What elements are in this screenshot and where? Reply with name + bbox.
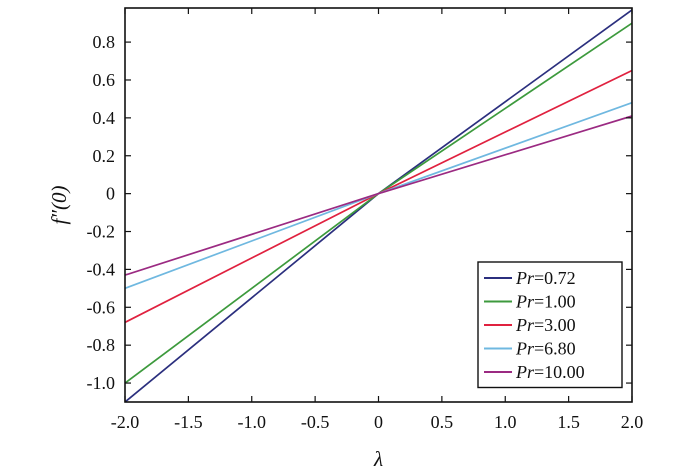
- x-tick-label: 2.0: [621, 412, 644, 432]
- y-tick-label: 0: [106, 184, 115, 204]
- x-tick-label: -2.0: [111, 412, 140, 432]
- x-tick-label: -1.5: [174, 412, 203, 432]
- legend-label: Pr=10.00: [515, 362, 585, 382]
- y-tick-label: 0.4: [93, 108, 116, 128]
- x-tick-label: 0: [374, 412, 383, 432]
- legend-item: Pr=10.00: [484, 362, 585, 382]
- y-tick-label: -0.6: [87, 297, 116, 317]
- legend: Pr=0.72 Pr=1.00 Pr=3.00 Pr=6.80 Pr=10.00: [477, 261, 623, 389]
- x-tick-label: -0.5: [301, 412, 330, 432]
- legend-item: Pr=6.80: [484, 339, 576, 359]
- series-line-4: [124, 101, 633, 290]
- legend-item: Pr=3.00: [484, 315, 576, 335]
- x-tick-label: -1.0: [238, 412, 267, 432]
- axis-ticks: [124, 8, 633, 402]
- tick-labels: -2.0 -1.5 -1.0 -0.5 0 0.5 1.0 1.5 2.0 -1.0 -0.8 -0.…: [87, 32, 644, 432]
- x-tick-label: 1.5: [557, 412, 580, 432]
- legend-label: Pr=0.72: [515, 268, 576, 288]
- x-axis-title: λ: [373, 447, 383, 471]
- y-tick-label: -0.2: [87, 222, 116, 242]
- legend-label: Pr=1.00: [515, 292, 576, 312]
- legend-label: Pr=3.00: [515, 315, 576, 335]
- y-tick-label: 0.8: [93, 32, 116, 52]
- legend-item: Pr=1.00: [484, 292, 576, 312]
- legend-label: Pr=6.80: [515, 339, 576, 359]
- y-tick-label: 0.6: [93, 70, 116, 90]
- legend-item: Pr=0.72: [484, 268, 576, 288]
- series-lines: [124, 9, 633, 403]
- x-tick-label: 1.0: [494, 412, 517, 432]
- y-tick-label: -0.8: [87, 335, 116, 355]
- y-tick-label: -0.4: [87, 259, 116, 279]
- series-line-5: [124, 115, 633, 276]
- y-tick-label: -1.0: [87, 373, 116, 393]
- y-axis-title: f″(0): [47, 185, 71, 224]
- y-tick-label: 0.2: [93, 146, 116, 166]
- x-tick-label: 0.5: [431, 412, 454, 432]
